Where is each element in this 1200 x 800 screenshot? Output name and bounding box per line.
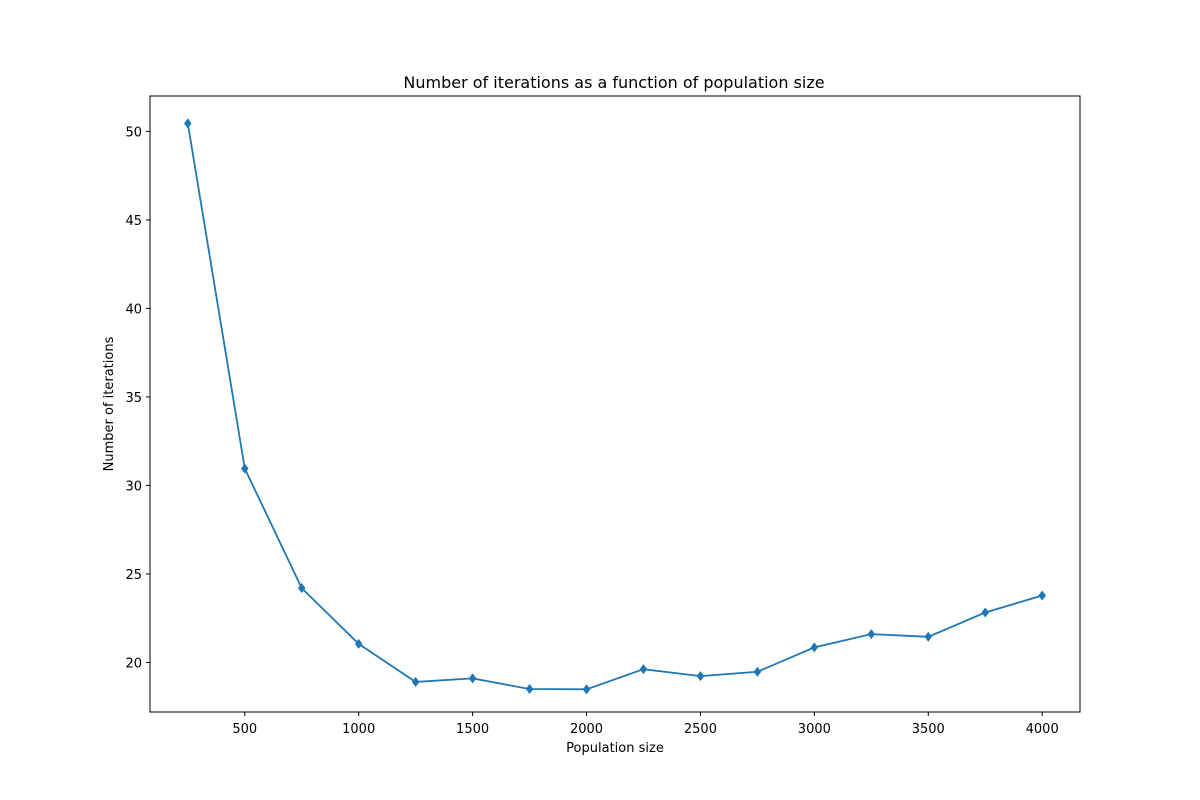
data-point bbox=[525, 683, 534, 695]
data-point bbox=[753, 666, 762, 677]
data-point bbox=[241, 463, 249, 474]
series-line bbox=[186, 123, 1043, 691]
x-tick-label: 500 bbox=[232, 722, 257, 737]
y-axis-label: Number of iterations bbox=[102, 336, 117, 471]
data-point bbox=[354, 638, 363, 649]
data-point bbox=[411, 676, 420, 687]
data-point bbox=[924, 631, 933, 642]
axes-frame bbox=[149, 95, 1081, 713]
y-axis: 20 25 30 35 40 45 50 bbox=[125, 125, 150, 671]
data-point bbox=[184, 118, 192, 129]
data-point bbox=[810, 642, 819, 653]
data-point bbox=[582, 684, 591, 695]
chart-title: Number of iterations as a function of po… bbox=[403, 73, 824, 92]
y-tick-label: 25 bbox=[125, 568, 142, 583]
x-tick-label: 2500 bbox=[684, 722, 717, 737]
x-tick-label: 3500 bbox=[912, 722, 945, 737]
x-tick-label: 4000 bbox=[1026, 722, 1059, 737]
x-axis: 500 1000 1500 2000 2500 3000 3500 4000 bbox=[232, 712, 1059, 737]
data-point bbox=[1038, 590, 1046, 601]
x-tick-label: 3000 bbox=[798, 722, 831, 737]
data-point bbox=[468, 673, 477, 684]
x-tick-label: 1000 bbox=[342, 722, 375, 737]
y-tick-label: 50 bbox=[125, 125, 142, 140]
x-axis-label: Population size bbox=[566, 741, 664, 756]
plot-area bbox=[184, 118, 1046, 695]
y-tick-label: 35 bbox=[125, 391, 142, 406]
y-tick-label: 30 bbox=[125, 479, 142, 494]
x-tick-label: 1500 bbox=[456, 722, 489, 737]
y-tick-label: 20 bbox=[125, 656, 142, 671]
data-point bbox=[867, 629, 876, 640]
data-point bbox=[297, 583, 306, 594]
y-tick-label: 45 bbox=[125, 214, 142, 229]
y-tick-label: 40 bbox=[125, 302, 142, 317]
x-tick-label: 2000 bbox=[570, 722, 603, 737]
data-point bbox=[639, 664, 648, 675]
data-point bbox=[696, 671, 705, 682]
data-point bbox=[981, 607, 989, 618]
